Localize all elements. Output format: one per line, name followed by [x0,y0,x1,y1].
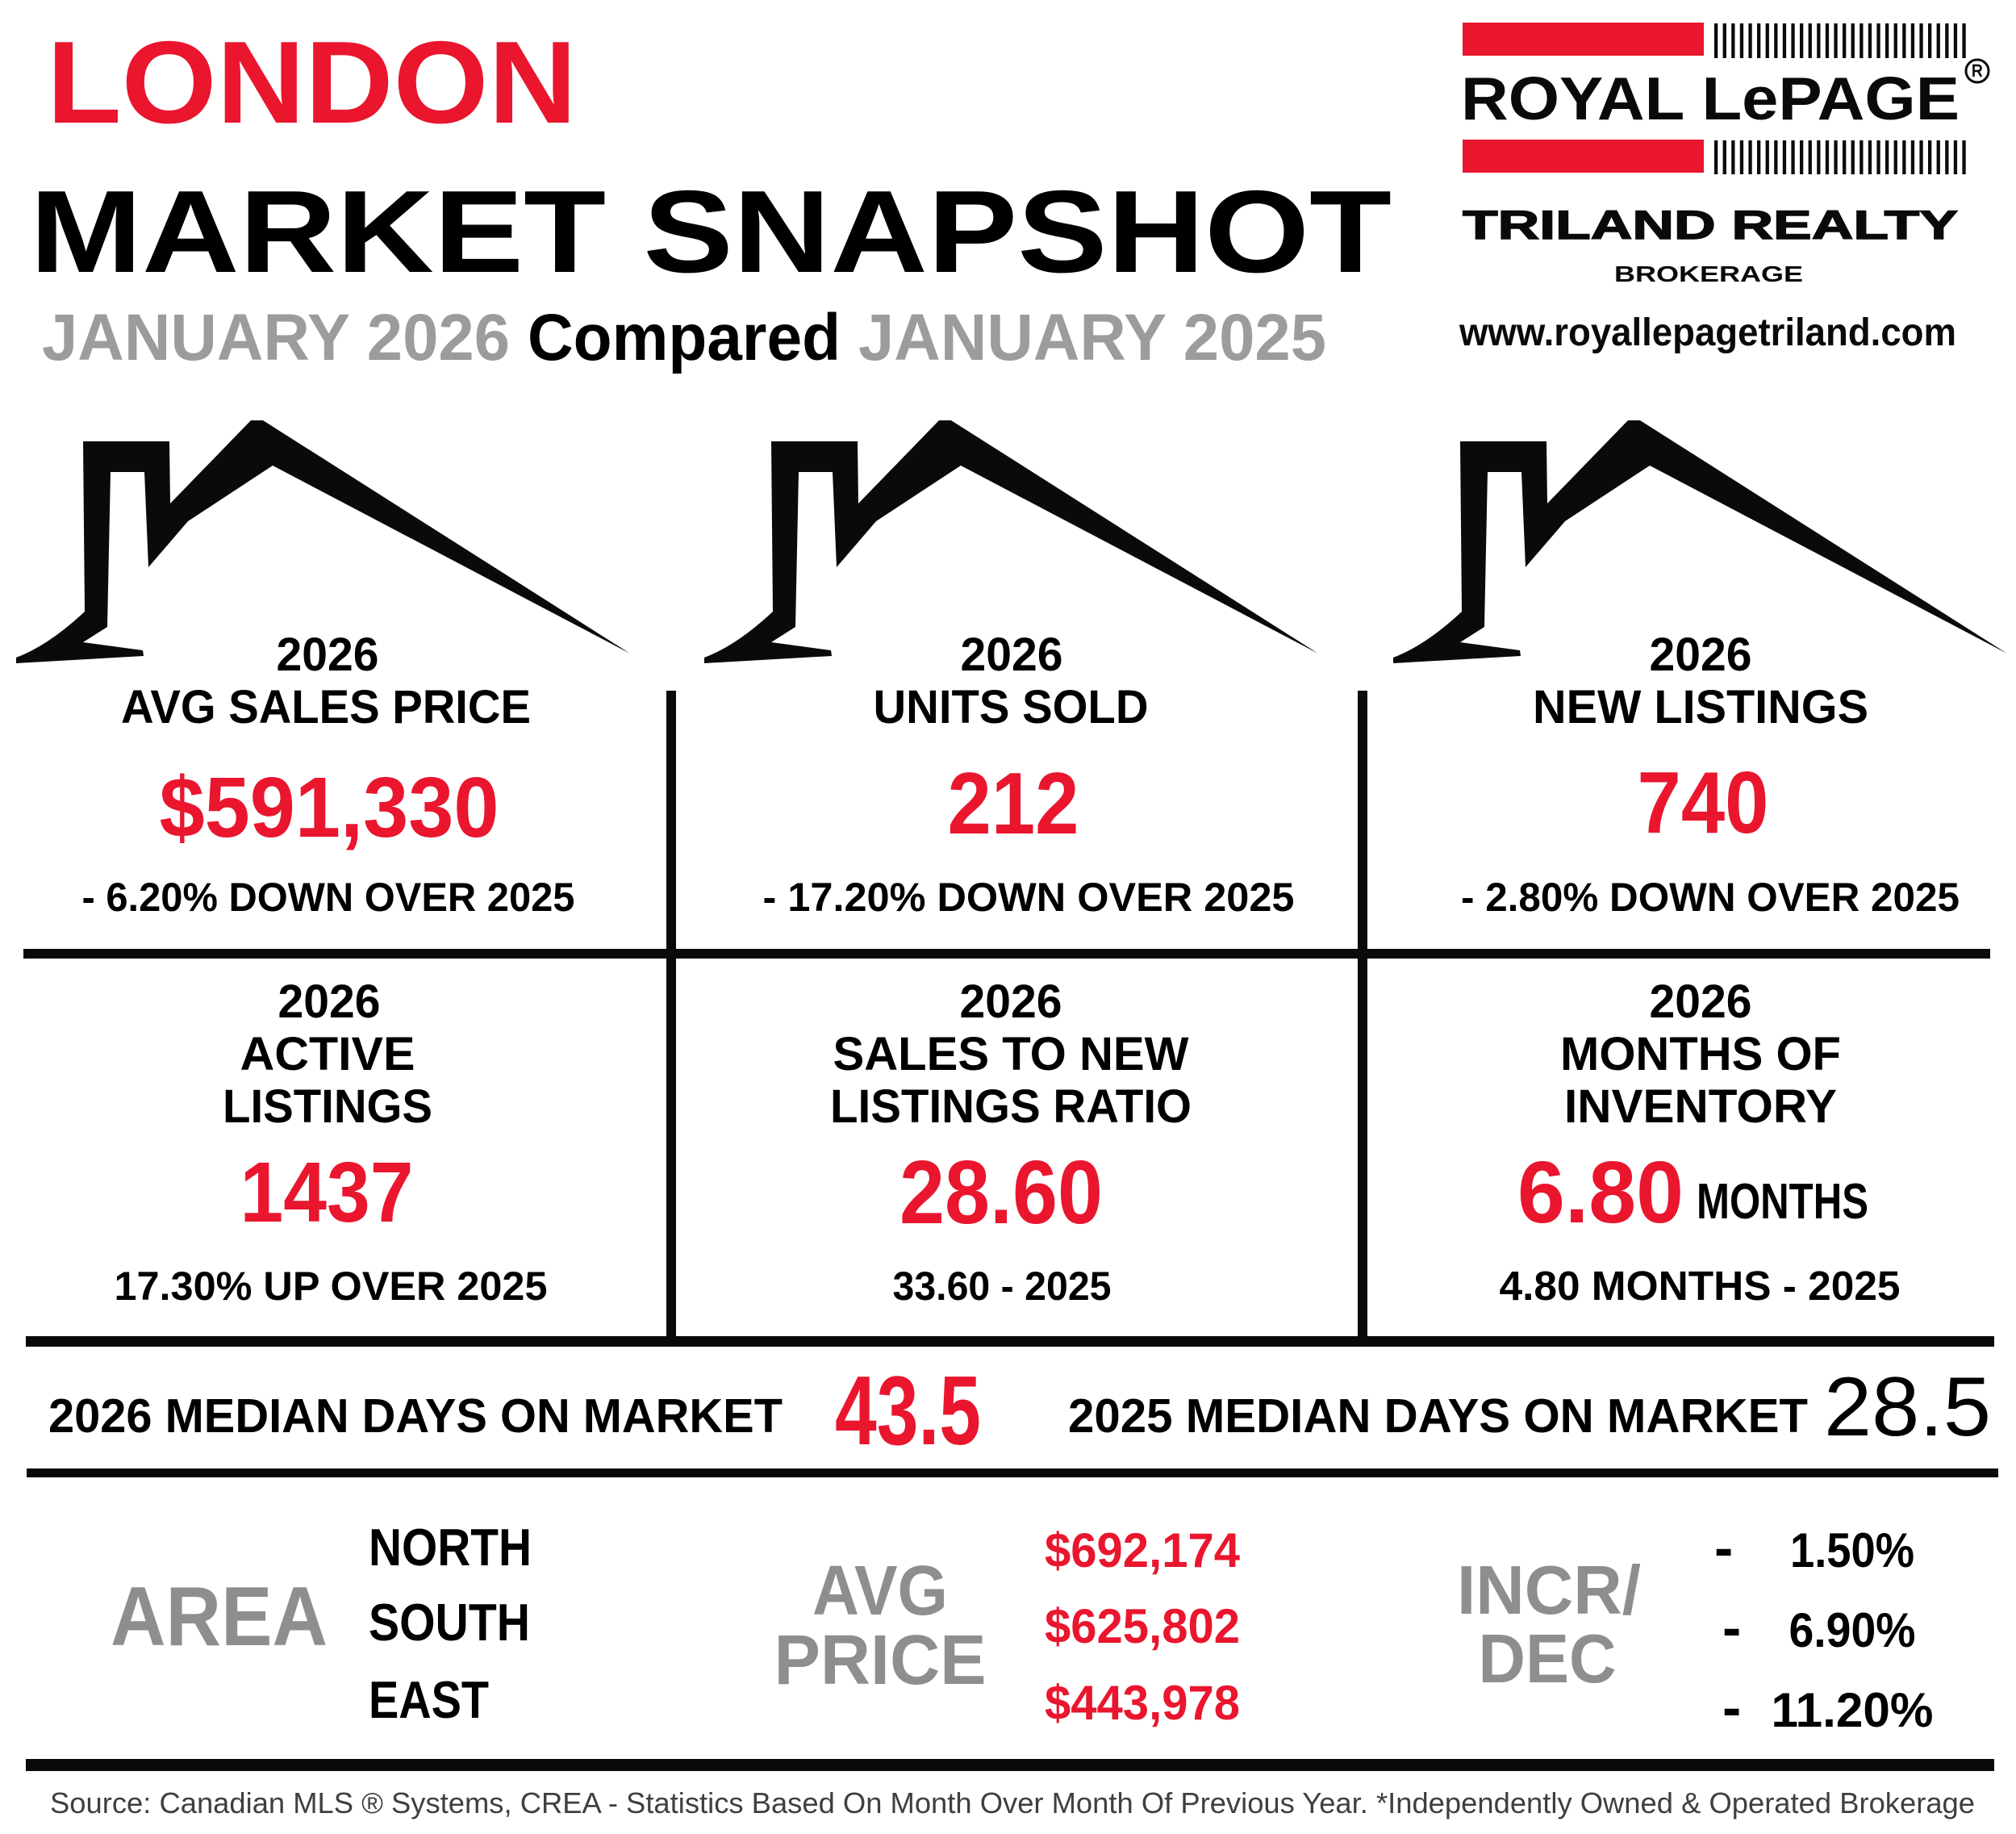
svg-text:INVENTORY: INVENTORY [1564,1080,1837,1133]
svg-text:Source: Canadian MLS ® Systems: Source: Canadian MLS ® Systems, CREA - S… [50,1786,1975,1819]
svg-text:$625,802: $625,802 [1045,1599,1240,1653]
svg-text:AVG: AVG [812,1552,948,1630]
svg-text:NEW LISTINGS: NEW LISTINGS [1533,681,1868,733]
svg-text:EAST: EAST [369,1670,489,1729]
svg-text:212: 212 [948,754,1079,853]
svg-text:INCR/: INCR/ [1457,1552,1641,1629]
svg-text:1437: 1437 [240,1145,414,1240]
svg-text:JANUARY 2025: JANUARY 2025 [858,301,1326,374]
svg-text:-: - [1722,1596,1741,1659]
svg-text:SALES TO NEW: SALES TO NEW [833,1028,1189,1080]
svg-text:-: - [1722,1676,1741,1739]
svg-text:- 2.80% DOWN OVER 2025: - 2.80% DOWN OVER 2025 [1461,875,1960,920]
svg-text:2026: 2026 [278,975,381,1028]
svg-text:2026: 2026 [961,629,1063,681]
svg-text:ACTIVE: ACTIVE [240,1028,415,1080]
svg-text:LISTINGS: LISTINGS [223,1080,432,1133]
svg-text:740: 740 [1638,754,1769,852]
svg-text:11.20%: 11.20% [1772,1683,1934,1737]
svg-text:2026 MEDIAN DAYS ON MARKET: 2026 MEDIAN DAYS ON MARKET [48,1389,783,1443]
svg-text:43.5: 43.5 [835,1356,981,1465]
svg-text:- 17.20% DOWN OVER 2025: - 17.20% DOWN OVER 2025 [763,875,1295,920]
svg-text:MONTHS: MONTHS [1697,1174,1868,1230]
svg-text:17.30% UP OVER 2025: 17.30% UP OVER 2025 [115,1264,548,1309]
svg-text:2026: 2026 [1650,629,1752,681]
svg-text:$591,330: $591,330 [160,760,499,855]
svg-text:LONDON: LONDON [47,17,577,148]
svg-text:AREA: AREA [111,1570,328,1664]
svg-text:$443,978: $443,978 [1045,1676,1240,1730]
svg-text:2026: 2026 [1650,975,1752,1028]
svg-text:6.90%: 6.90% [1789,1603,1916,1657]
svg-text:2026: 2026 [277,629,379,681]
svg-text:MONTHS OF: MONTHS OF [1560,1028,1841,1080]
svg-text:Compared: Compared [528,301,841,374]
svg-text:6.80: 6.80 [1517,1143,1684,1242]
svg-text:DEC: DEC [1479,1621,1617,1698]
svg-text:TRILAND REALTY: TRILAND REALTY [1463,203,1958,248]
svg-text:MARKET SNAPSHOT: MARKET SNAPSHOT [30,166,1392,297]
svg-text:$692,174: $692,174 [1045,1523,1241,1577]
svg-text:28.60: 28.60 [899,1143,1103,1243]
svg-text:PRICE: PRICE [774,1621,987,1699]
svg-text:NORTH: NORTH [369,1518,532,1577]
svg-text:www.royallepagetriland.com: www.royallepagetriland.com [1459,311,1956,354]
svg-text:4.80 MONTHS - 2025: 4.80 MONTHS - 2025 [1500,1263,1901,1309]
svg-text:2025 MEDIAN DAYS ON MARKET: 2025 MEDIAN DAYS ON MARKET [1068,1389,1808,1443]
svg-text:-: - [1714,1516,1733,1579]
svg-text:AVG SALES PRICE: AVG SALES PRICE [121,681,531,733]
svg-text:JANUARY 2026: JANUARY 2026 [42,301,510,374]
svg-text:- 6.20% DOWN OVER 2025: - 6.20% DOWN OVER 2025 [82,875,575,920]
svg-text:1.50%: 1.50% [1790,1523,1914,1577]
svg-text:BROKERAGE: BROKERAGE [1614,261,1803,286]
svg-text:LISTINGS RATIO: LISTINGS RATIO [830,1080,1192,1133]
svg-text:2026: 2026 [960,975,1062,1028]
svg-text:UNITS SOLD: UNITS SOLD [874,681,1149,733]
svg-text:28.5: 28.5 [1824,1360,1991,1454]
svg-text:ROYAL LePAGE: ROYAL LePAGE [1461,65,1960,132]
svg-text:33.60 - 2025: 33.60 - 2025 [893,1264,1112,1309]
svg-text:SOUTH: SOUTH [369,1593,530,1652]
